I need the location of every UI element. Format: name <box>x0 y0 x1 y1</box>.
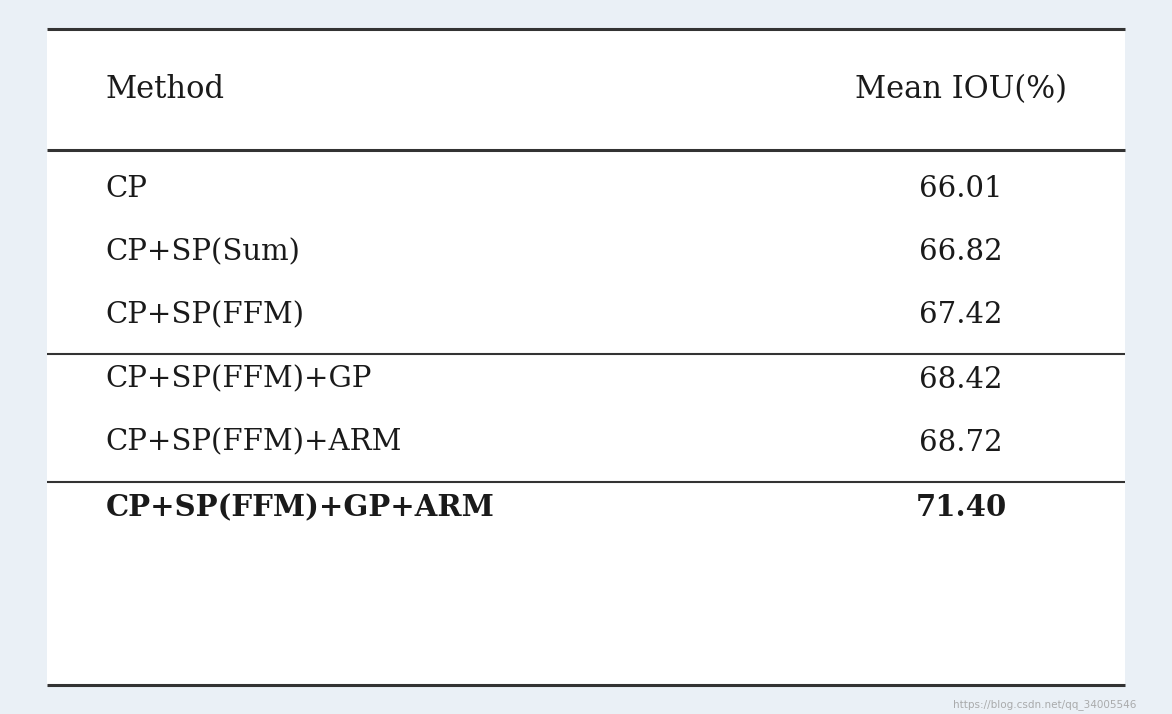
Text: 71.40: 71.40 <box>915 493 1007 522</box>
Text: 68.72: 68.72 <box>919 428 1003 456</box>
Text: 66.82: 66.82 <box>919 238 1003 266</box>
Text: CP+SP(Sum): CP+SP(Sum) <box>105 238 300 266</box>
Text: https://blog.csdn.net/qq_34005546: https://blog.csdn.net/qq_34005546 <box>954 700 1137 710</box>
Text: 66.01: 66.01 <box>919 175 1003 203</box>
Text: CP: CP <box>105 175 148 203</box>
Text: CP+SP(FFM)+GP: CP+SP(FFM)+GP <box>105 366 372 393</box>
Text: Method: Method <box>105 74 225 105</box>
Text: 68.42: 68.42 <box>919 366 1003 393</box>
Text: CP+SP(FFM): CP+SP(FFM) <box>105 301 305 329</box>
Text: 67.42: 67.42 <box>919 301 1003 329</box>
Text: CP+SP(FFM)+GP+ARM: CP+SP(FFM)+GP+ARM <box>105 493 495 522</box>
Text: Mean IOU(%): Mean IOU(%) <box>856 74 1067 105</box>
FancyBboxPatch shape <box>47 29 1125 685</box>
Text: CP+SP(FFM)+ARM: CP+SP(FFM)+ARM <box>105 428 402 456</box>
